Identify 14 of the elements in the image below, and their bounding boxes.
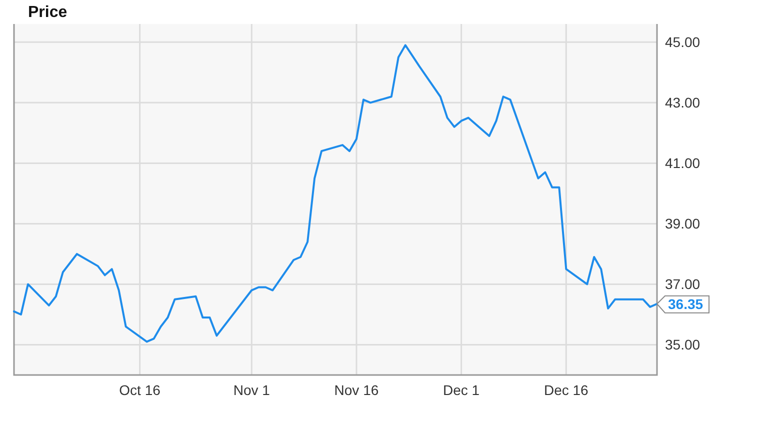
y-tick-label: 37.00	[665, 276, 700, 292]
y-tick-label: 39.00	[665, 216, 700, 232]
x-tick-label: Nov 16	[334, 382, 379, 398]
data-label: 36.35	[668, 296, 704, 312]
y-tick-label: 45.00	[665, 34, 700, 50]
x-tick-label: Nov 1	[233, 382, 270, 398]
chart-title: Price	[28, 4, 68, 21]
x-tick-label: Oct 16	[119, 382, 161, 398]
y-tick-label: 35.00	[665, 336, 700, 353]
y-tick-label: 41.00	[665, 155, 700, 172]
line-series	[13, 44, 658, 343]
x-tick-label: Dec 1	[443, 382, 480, 398]
y-tick-label: 43.00	[665, 94, 700, 111]
x-tick-label: Dec 16	[544, 382, 589, 398]
